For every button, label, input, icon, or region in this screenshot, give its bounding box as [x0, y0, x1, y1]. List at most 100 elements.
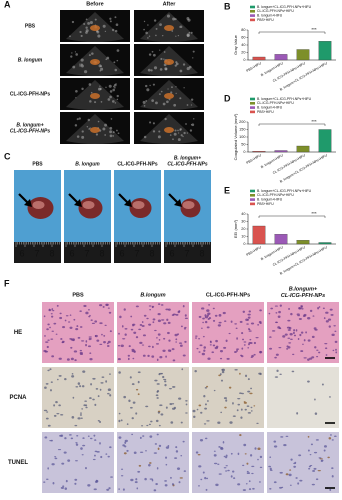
speckle	[188, 31, 191, 34]
nucleus	[204, 437, 208, 440]
speckle	[79, 30, 82, 34]
speckle	[76, 118, 79, 121]
nucleus	[279, 471, 283, 474]
nucleus	[175, 338, 178, 341]
nucleus	[248, 341, 251, 344]
nucleus	[219, 373, 222, 376]
nucleus	[106, 392, 110, 395]
nucleus	[105, 304, 109, 306]
nucleus	[318, 306, 321, 308]
nucleus	[319, 458, 323, 460]
legend-swatch	[250, 110, 255, 114]
nucleus	[144, 477, 147, 481]
nucleus	[47, 323, 50, 326]
label: 7	[134, 248, 139, 258]
nucleus	[280, 436, 284, 438]
speckle	[158, 130, 161, 133]
nucleus	[52, 482, 55, 485]
nucleus	[278, 347, 282, 349]
speckle	[110, 118, 113, 120]
nucleus	[75, 442, 78, 444]
speckle	[144, 84, 148, 88]
nucleus	[53, 414, 57, 417]
legend-swatch	[250, 5, 255, 9]
nucleus	[247, 378, 250, 381]
nucleus	[82, 437, 85, 439]
nucleus	[87, 345, 92, 348]
nucleus	[120, 475, 124, 477]
speckle	[85, 29, 89, 33]
nucleus	[313, 451, 318, 454]
nucleus	[52, 310, 55, 312]
ultrasound-image	[60, 78, 130, 110]
nucleus	[139, 436, 142, 440]
label: ***	[311, 211, 317, 216]
nucleus	[180, 325, 183, 328]
nucleus	[106, 344, 110, 348]
nucleus	[178, 397, 182, 400]
nucleus	[99, 420, 101, 424]
nucleus	[276, 369, 279, 373]
nucleus	[282, 335, 286, 338]
nucleus	[109, 373, 111, 376]
nucleus	[197, 485, 200, 487]
nucleus	[64, 437, 67, 440]
nucleus	[259, 466, 263, 469]
nucleus	[85, 343, 87, 347]
target	[90, 25, 100, 31]
nucleus	[324, 342, 328, 345]
speckle	[159, 23, 162, 27]
nucleus	[80, 417, 83, 419]
image-bg	[117, 367, 189, 428]
bar	[252, 56, 266, 61]
nucleus	[314, 346, 317, 349]
nucleus	[94, 334, 98, 338]
nucleus	[247, 313, 251, 316]
nucleus	[213, 454, 217, 457]
nucleus	[43, 409, 48, 412]
label: B. longum	[75, 161, 100, 167]
nucleus	[156, 358, 159, 362]
nucleus	[139, 324, 143, 326]
speckle	[69, 35, 71, 38]
speckle	[109, 20, 112, 23]
nucleus	[317, 469, 321, 472]
nucleus	[236, 337, 238, 340]
nucleus	[257, 458, 259, 461]
nucleus	[184, 340, 187, 343]
nucleus	[300, 331, 304, 334]
nucleus	[135, 412, 138, 415]
nucleus	[248, 330, 252, 332]
nucleus	[90, 319, 93, 321]
nucleus	[248, 480, 251, 483]
nucleus	[244, 408, 247, 411]
speckle	[98, 64, 102, 68]
nucleus	[148, 462, 152, 464]
nucleus	[331, 474, 334, 478]
nucleus	[58, 404, 61, 407]
speckle	[159, 68, 163, 71]
label: EEI (mm³)	[233, 219, 238, 238]
nucleus	[147, 345, 151, 348]
nucleus	[294, 461, 297, 464]
nucleus	[139, 341, 143, 344]
speckle	[106, 56, 110, 60]
nucleus	[67, 459, 71, 462]
label: 7	[184, 248, 189, 258]
nucleus	[311, 483, 315, 486]
nucleus	[298, 318, 302, 320]
nucleus	[162, 349, 166, 352]
nucleus	[300, 305, 303, 308]
nucleus	[198, 465, 202, 468]
speckle	[190, 104, 193, 106]
nucleus	[47, 369, 50, 372]
speckle	[143, 105, 146, 107]
significance-bracket	[258, 31, 326, 34]
nucleus	[163, 337, 166, 340]
tumor-highlight	[132, 201, 145, 209]
nucleus	[44, 350, 49, 353]
nucleus	[203, 349, 206, 352]
nucleus	[288, 307, 290, 311]
nucleus	[107, 455, 110, 458]
nucleus	[251, 472, 254, 475]
